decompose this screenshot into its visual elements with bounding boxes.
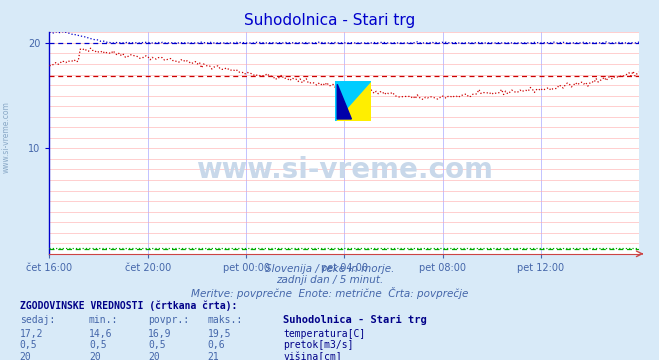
Text: 14,6: 14,6 bbox=[89, 329, 113, 339]
Text: ZGODOVINSKE VREDNOSTI (črtkana črta):: ZGODOVINSKE VREDNOSTI (črtkana črta): bbox=[20, 301, 237, 311]
Text: 20: 20 bbox=[89, 352, 101, 360]
Text: 0,5: 0,5 bbox=[20, 340, 38, 350]
Polygon shape bbox=[335, 81, 371, 121]
Text: temperatura[C]: temperatura[C] bbox=[283, 329, 366, 339]
Text: zadnji dan / 5 minut.: zadnji dan / 5 minut. bbox=[276, 275, 383, 285]
Text: 16,9: 16,9 bbox=[148, 329, 172, 339]
Text: Slovenija / reke in morje.: Slovenija / reke in morje. bbox=[265, 264, 394, 274]
Text: www.si-vreme.com: www.si-vreme.com bbox=[196, 156, 493, 184]
Polygon shape bbox=[335, 81, 371, 121]
Polygon shape bbox=[337, 84, 351, 119]
Text: 20: 20 bbox=[20, 352, 32, 360]
Text: Suhodolnica - Stari trg: Suhodolnica - Stari trg bbox=[244, 13, 415, 28]
Text: 17,2: 17,2 bbox=[20, 329, 43, 339]
Text: 21: 21 bbox=[208, 352, 219, 360]
Text: 0,6: 0,6 bbox=[208, 340, 225, 350]
Text: www.si-vreme.com: www.si-vreme.com bbox=[2, 101, 11, 173]
Text: pretok[m3/s]: pretok[m3/s] bbox=[283, 340, 354, 350]
Text: višina[cm]: višina[cm] bbox=[283, 352, 342, 360]
Text: 20: 20 bbox=[148, 352, 160, 360]
Text: Suhodolnica - Stari trg: Suhodolnica - Stari trg bbox=[283, 315, 427, 325]
Text: maks.:: maks.: bbox=[208, 315, 243, 325]
Text: Meritve: povprečne  Enote: metrične  Črta: povprečje: Meritve: povprečne Enote: metrične Črta:… bbox=[191, 287, 468, 299]
Text: 0,5: 0,5 bbox=[89, 340, 107, 350]
Text: min.:: min.: bbox=[89, 315, 119, 325]
Text: 0,5: 0,5 bbox=[148, 340, 166, 350]
Text: sedaj:: sedaj: bbox=[20, 315, 55, 325]
Text: povpr.:: povpr.: bbox=[148, 315, 189, 325]
Text: 19,5: 19,5 bbox=[208, 329, 231, 339]
